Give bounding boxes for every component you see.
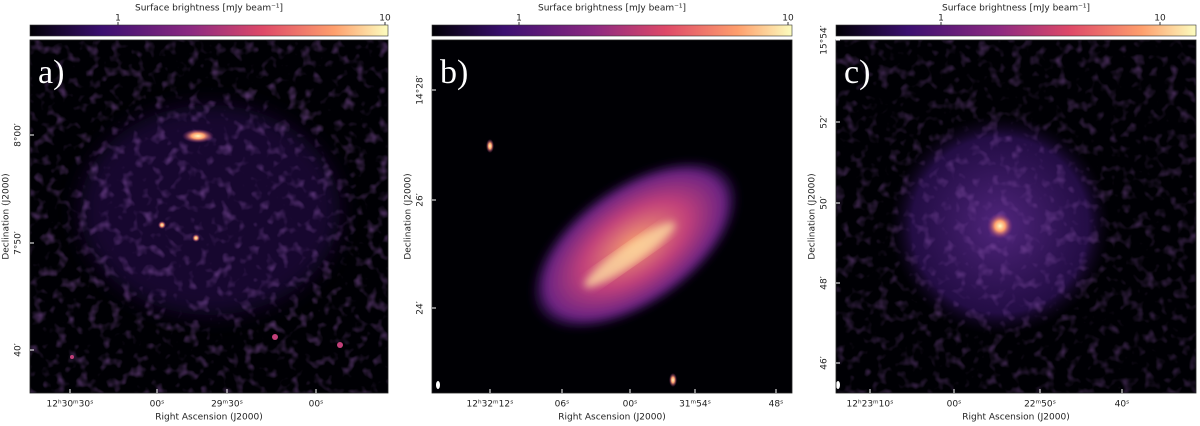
colorbar — [431, 24, 793, 37]
image-frame — [29, 39, 389, 394]
x-tick-label: 00ˢ — [623, 400, 638, 410]
image-c — [836, 40, 1196, 393]
y-tick-label: 50′ — [820, 196, 830, 210]
colorbar-tick-label: 10 — [1154, 14, 1166, 24]
colorbar-tick-label: 10 — [379, 14, 391, 24]
x-tick-label: 31ᵐ54ˢ — [679, 400, 711, 410]
panel-label: c) — [844, 54, 870, 91]
y-axis-label: Declination (J2000) — [404, 173, 414, 259]
x-tick-label: 06ˢ — [555, 400, 570, 410]
panel-label: a) — [38, 54, 64, 91]
y-tick-label: 8°00′ — [14, 123, 24, 147]
panel-label: b) — [440, 54, 468, 91]
colorbar — [29, 24, 389, 37]
x-tick-label: 12ʰ32ᵐ12ˢ — [467, 400, 514, 410]
image-b — [432, 40, 792, 393]
x-axis-label: Right Ascension (J2000) — [155, 413, 262, 423]
y-tick-label: 14°28′ — [416, 75, 426, 104]
y-tick-label: 26′ — [416, 193, 426, 207]
colorbar-tick-label: 10 — [782, 14, 794, 24]
x-tick-label: 12ʰ30ᵐ30ˢ — [47, 400, 94, 410]
y-tick-label: 52′ — [820, 115, 830, 129]
image-frame — [431, 39, 793, 394]
x-tick-label: 22ᵐ50ˢ — [1024, 400, 1056, 410]
image-a — [30, 40, 388, 393]
y-tick-label: 46′ — [820, 356, 830, 370]
x-tick-label: 48ˢ — [769, 400, 784, 410]
colorbar-tick-label: 1 — [516, 14, 522, 24]
x-axis-label: Right Ascension (J2000) — [558, 413, 665, 423]
y-tick-label: 7°50′ — [14, 231, 24, 255]
colorbar-title: Surface brightness [mJy beam⁻¹] — [135, 4, 283, 14]
colorbar-tick-label: 1 — [938, 14, 944, 24]
x-tick-label: 00ˢ — [947, 400, 962, 410]
image-frame — [835, 39, 1197, 394]
y-axis-label: Declination (J2000) — [808, 173, 818, 259]
colorbar — [835, 24, 1197, 37]
x-tick-label: 29ᵐ30ˢ — [211, 400, 243, 410]
x-axis-label: Right Ascension (J2000) — [962, 413, 1069, 423]
colorbar-title: Surface brightness [mJy beam⁻¹] — [942, 4, 1090, 14]
y-tick-label: 48′ — [820, 276, 830, 290]
x-tick-label: 12ʰ23ᵐ10ˢ — [847, 400, 894, 410]
y-tick-label: 40′ — [14, 343, 24, 357]
colorbar-title: Surface brightness [mJy beam⁻¹] — [538, 4, 686, 14]
x-tick-label: 40ˢ — [1115, 400, 1130, 410]
y-tick-label: 15°54′ — [820, 25, 830, 54]
x-tick-label: 00ˢ — [309, 400, 324, 410]
colorbar-tick-label: 1 — [115, 14, 121, 24]
y-axis-label: Declination (J2000) — [2, 173, 12, 259]
x-tick-label: 00ˢ — [150, 400, 165, 410]
y-tick-label: 24′ — [416, 301, 426, 315]
